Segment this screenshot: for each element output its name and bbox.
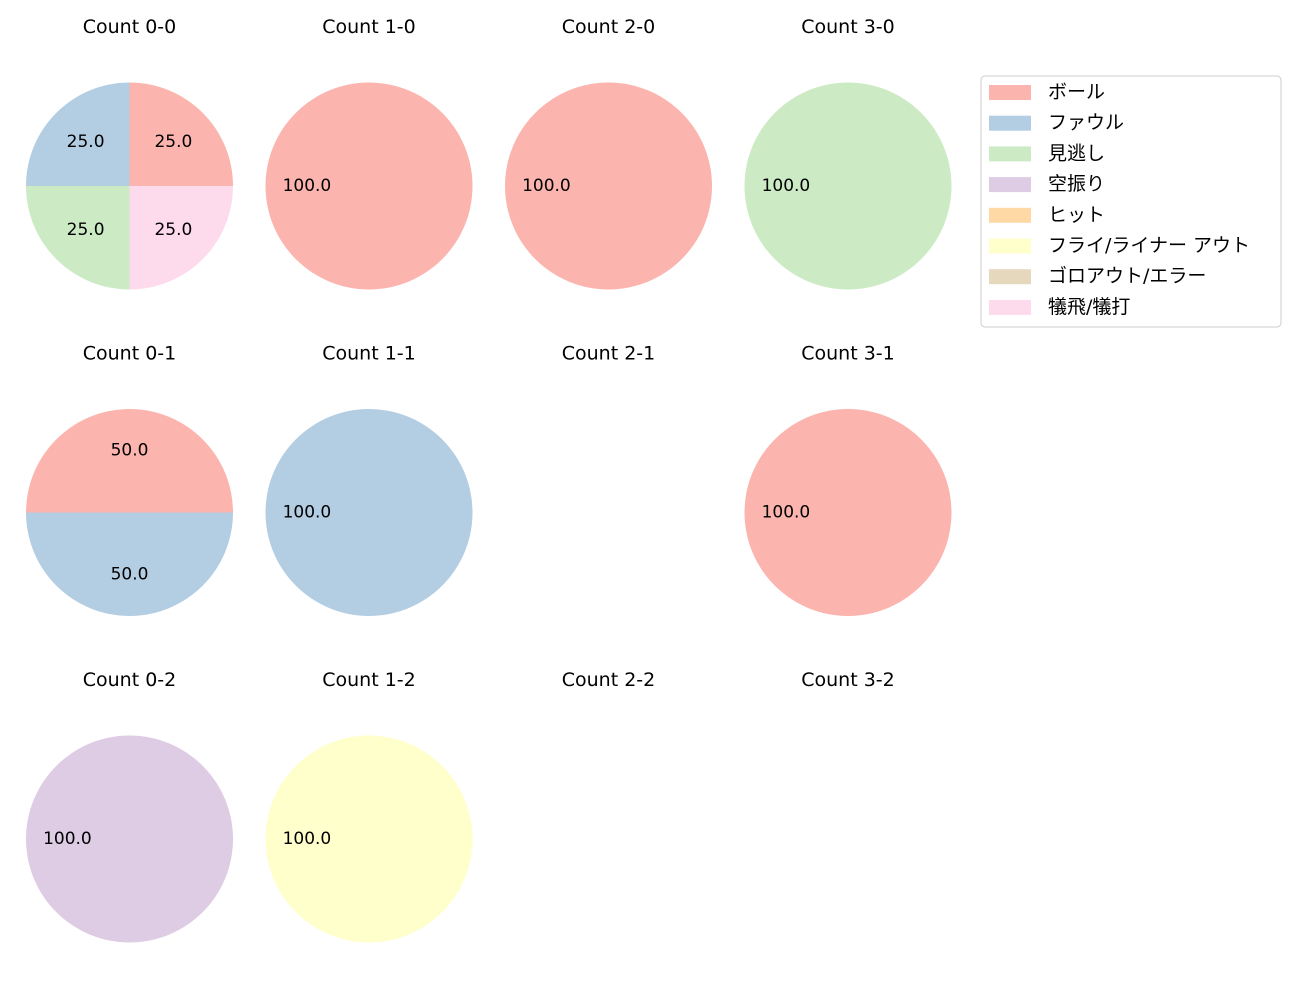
slice-value-label: 25.0: [67, 132, 105, 152]
pie-chart: Count 1-2 100.0: [265, 669, 473, 943]
legend-entry: ボール: [989, 81, 1105, 103]
pie-chart: Count 0-0 25.0 25.0 25.0 25.0: [26, 16, 233, 290]
legend-entry: ヒット: [989, 204, 1105, 226]
pie-title: Count 3-2: [801, 669, 895, 691]
legend-entry: ファウル: [989, 112, 1124, 134]
pie-slice: [129, 82, 233, 186]
legend-swatch: [989, 299, 1031, 315]
slice-value-label: 100.0: [762, 176, 811, 196]
pie-slice: [265, 82, 473, 290]
legend-swatch: [989, 269, 1031, 285]
legend-swatch: [989, 146, 1031, 162]
pie-slice: [129, 186, 233, 290]
slice-value-label: 25.0: [154, 132, 192, 152]
pie-title: Count 1-0: [322, 16, 416, 38]
legend-label: 空振り: [1048, 173, 1105, 195]
pie-chart: Count 3-0 100.0: [744, 16, 952, 290]
legend-label: ファウル: [1048, 112, 1124, 134]
pie-title: Count 2-2: [562, 669, 656, 691]
legend-entry: ゴロアウト/エラー: [989, 265, 1206, 287]
legend-swatch: [989, 177, 1031, 193]
pie-title: Count 2-1: [562, 343, 656, 365]
pie-chart: Count 1-1 100.0: [265, 343, 473, 616]
legend-frame: [980, 75, 1282, 328]
legend-entry: 見逃し: [989, 142, 1105, 164]
pie-slice: [265, 409, 473, 616]
pie-chart: Count 1-0 100.0: [265, 16, 473, 290]
legend-label: ゴロアウト/エラー: [1048, 265, 1206, 287]
pie-chart: Count 0-2 100.0: [26, 669, 233, 943]
slice-value-label: 100.0: [283, 503, 332, 523]
slice-value-label: 100.0: [762, 503, 811, 523]
pie-slice: [26, 735, 233, 943]
pie-title: Count 2-0: [562, 16, 656, 38]
pie-slice: [744, 409, 952, 616]
pie-slice: [26, 82, 130, 186]
pie-chart: Count 3-1 100.0: [744, 343, 952, 616]
pie-slice: [505, 82, 712, 290]
slice-value-label: 50.0: [111, 565, 149, 585]
pie-slice: [26, 186, 130, 290]
pie-slice: [265, 735, 473, 943]
legend-entry: フライ/ライナー アウト: [989, 235, 1250, 257]
pie-title: Count 3-1: [801, 343, 895, 365]
legend-label: ボール: [1048, 81, 1105, 103]
legend-label: ヒット: [1048, 204, 1105, 226]
pie-title: Count 1-1: [322, 343, 416, 365]
slice-value-label: 100.0: [43, 829, 92, 849]
slice-value-label: 100.0: [283, 829, 332, 849]
legend-swatch: [989, 85, 1031, 100]
pie-chart: Count 3-2: [801, 669, 895, 691]
slice-value-label: 100.0: [522, 176, 571, 196]
pie-title: Count 0-2: [83, 669, 177, 691]
legend-entry: 空振り: [989, 173, 1105, 195]
pie-chart: Count 2-1: [562, 343, 656, 365]
legend-swatch: [989, 207, 1031, 223]
pie-chart: Count 2-0 100.0: [505, 16, 712, 290]
legend-label: 犠飛/犠打: [1048, 296, 1130, 318]
slice-value-label: 50.0: [111, 440, 149, 460]
pie-chart: Count 0-1 50.0 50.0: [26, 343, 233, 616]
pie-slice: [744, 82, 952, 290]
legend-entry: 犠飛/犠打: [989, 296, 1130, 318]
pie-title: Count 0-1: [83, 343, 177, 365]
pie-title: Count 3-0: [801, 16, 895, 38]
legend-swatch: [989, 238, 1031, 254]
pie-slice: [26, 409, 233, 513]
slice-value-label: 25.0: [154, 220, 192, 240]
pie-chart: Count 2-2: [562, 669, 656, 691]
legend-swatch: [989, 115, 1031, 131]
legend-label: 見逃し: [1048, 142, 1105, 164]
pie-title: Count 0-0: [83, 16, 177, 38]
legend-label: フライ/ライナー アウト: [1048, 235, 1250, 257]
slice-value-label: 100.0: [283, 176, 332, 196]
slice-value-label: 25.0: [67, 220, 105, 240]
pie-slice: [26, 512, 233, 616]
pie-title: Count 1-2: [322, 669, 416, 691]
